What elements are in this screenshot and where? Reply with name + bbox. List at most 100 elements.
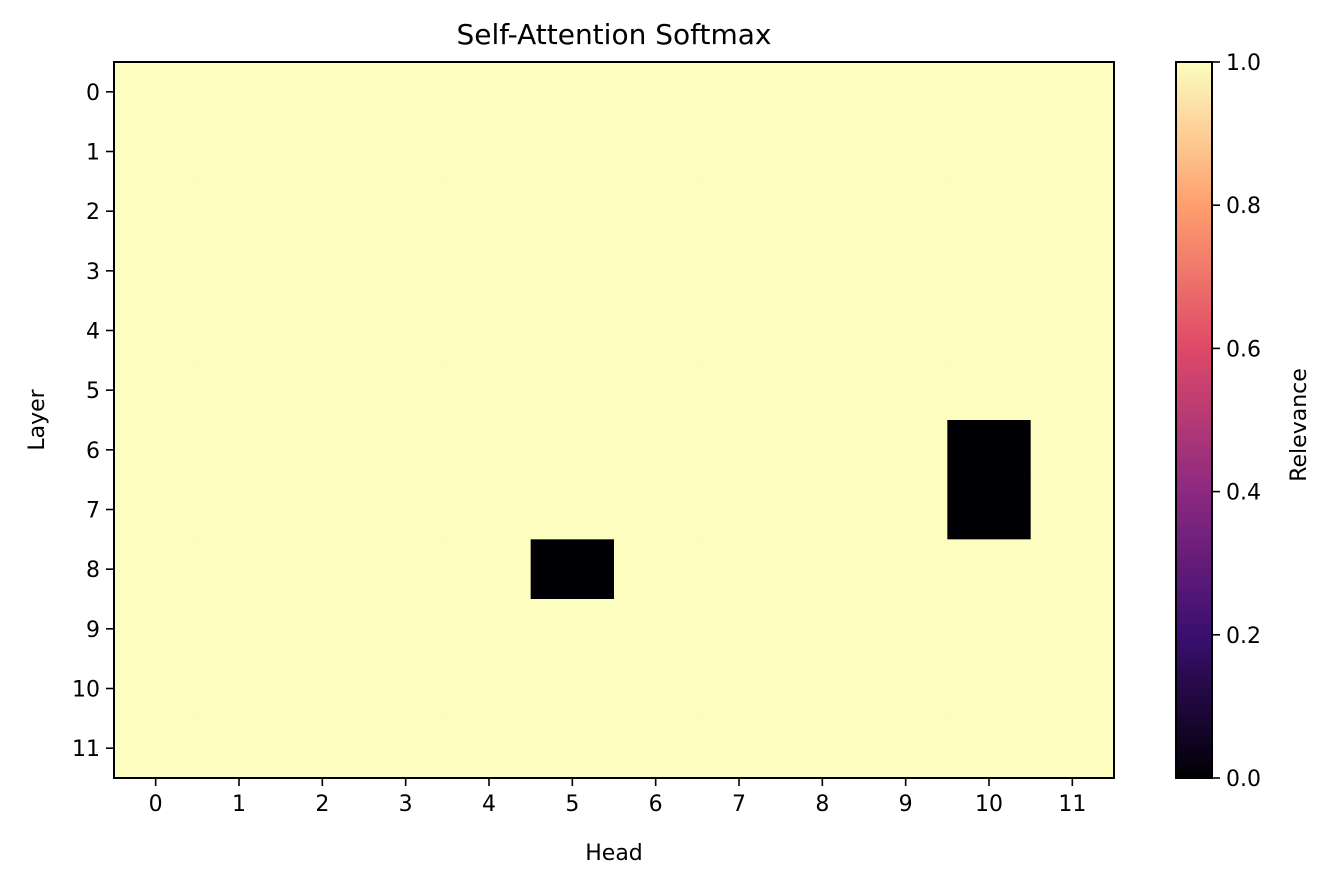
y-tick-label: 11 (72, 737, 100, 762)
heatmap-cell (1030, 300, 1115, 361)
heatmap-cell (1030, 539, 1115, 600)
heatmap-cell (280, 360, 365, 421)
heatmap-cell (697, 658, 782, 719)
heatmap-cell (447, 718, 532, 779)
heatmap-cell (364, 360, 448, 421)
colorbar-tick-label: 0.2 (1226, 624, 1261, 649)
heatmap-cell (697, 241, 782, 302)
x-tick-label: 7 (732, 792, 746, 817)
heatmap-cell (780, 658, 865, 719)
y-axis-ticks: 0 1 2 3 4 5 6 7 8 9 10 11 (72, 81, 114, 762)
y-tick-label: 7 (86, 499, 100, 524)
heatmap-cell (864, 241, 948, 302)
heatmap-cell (614, 181, 698, 242)
heatmap-cell (697, 360, 782, 421)
heatmap-cell (197, 121, 282, 182)
heatmap-cell (697, 300, 782, 361)
heatmap-cell (864, 479, 948, 540)
colorbar-label: Relevance (1287, 368, 1312, 482)
heatmap-cell (947, 479, 1032, 540)
x-tick-label: 3 (399, 792, 413, 817)
heatmap-cell (780, 539, 865, 600)
heatmap-cell (697, 599, 782, 660)
heatmap-cells (114, 62, 1115, 779)
heatmap-cell (447, 121, 532, 182)
heatmap-cell (1030, 62, 1115, 123)
y-tick-label: 1 (86, 141, 100, 166)
heatmap-cell (947, 121, 1032, 182)
heatmap-cell (364, 718, 448, 779)
heatmap-cell (530, 479, 615, 540)
heatmap-cell (197, 181, 282, 242)
x-tick-label: 0 (149, 792, 163, 817)
heatmap-cell (780, 62, 865, 123)
heatmap-cell (530, 718, 615, 779)
heatmap-cell (614, 360, 698, 421)
heatmap-cell (280, 479, 365, 540)
y-tick-label: 2 (86, 200, 100, 225)
y-tick-label: 5 (86, 379, 100, 404)
heatmap-cell (530, 62, 615, 123)
heatmap-cell (197, 420, 282, 481)
heatmap-cell (280, 718, 365, 779)
heatmap-cell (280, 420, 365, 481)
heatmap-cell (530, 181, 615, 242)
heatmap-cell (1030, 420, 1115, 481)
heatmap-cell (197, 360, 282, 421)
heatmap-cell (697, 539, 782, 600)
x-tick-label: 11 (1058, 792, 1086, 817)
heatmap-cell (114, 599, 198, 660)
heatmap-cell (697, 479, 782, 540)
heatmap-cell (447, 62, 532, 123)
heatmap-cell (280, 121, 365, 182)
heatmap-cell (197, 539, 282, 600)
heatmap-cell (614, 241, 698, 302)
y-tick-label: 3 (86, 260, 100, 285)
heatmap-cell (947, 599, 1032, 660)
heatmap-cell (197, 718, 282, 779)
x-tick-label: 6 (649, 792, 663, 817)
heatmap-cell (114, 539, 198, 600)
heatmap-cell (614, 539, 698, 600)
y-tick-label: 6 (86, 439, 100, 464)
heatmap-cell (530, 360, 615, 421)
colorbar (1176, 62, 1212, 778)
heatmap-cell (864, 420, 948, 481)
heatmap-cell (280, 658, 365, 719)
heatmap-cell (1030, 360, 1115, 421)
heatmap-cell (280, 599, 365, 660)
heatmap-cell (614, 718, 698, 779)
heatmap-cell (530, 539, 615, 600)
heatmap-cell (614, 121, 698, 182)
heatmap-cell (114, 658, 198, 719)
heatmap-cell (780, 121, 865, 182)
heatmap-cell (364, 599, 448, 660)
heatmap-cell (280, 181, 365, 242)
heatmap-cell (780, 718, 865, 779)
y-axis-label: Layer (25, 388, 50, 450)
heatmap-cell (530, 241, 615, 302)
heatmap-cell (864, 539, 948, 600)
heatmap-cell (947, 420, 1032, 481)
heatmap-cell (864, 360, 948, 421)
heatmap-cell (114, 360, 198, 421)
heatmap-cell (947, 300, 1032, 361)
x-tick-label: 5 (565, 792, 579, 817)
heatmap-cell (197, 479, 282, 540)
heatmap-cell (447, 420, 532, 481)
heatmap-cell (864, 62, 948, 123)
heatmap-cell (697, 718, 782, 779)
x-tick-label: 9 (899, 792, 913, 817)
heatmap-cell (364, 62, 448, 123)
heatmap-cell (864, 658, 948, 719)
heatmap-cell (364, 420, 448, 481)
heatmap-cell (197, 241, 282, 302)
heatmap-cell (197, 658, 282, 719)
heatmap-cell (447, 599, 532, 660)
heatmap-cell (447, 241, 532, 302)
heatmap-cell (780, 599, 865, 660)
heatmap-cell (364, 539, 448, 600)
colorbar-tick-label: 0.0 (1226, 767, 1261, 792)
plot-frame (113, 61, 1115, 779)
y-tick-label: 0 (86, 81, 100, 106)
